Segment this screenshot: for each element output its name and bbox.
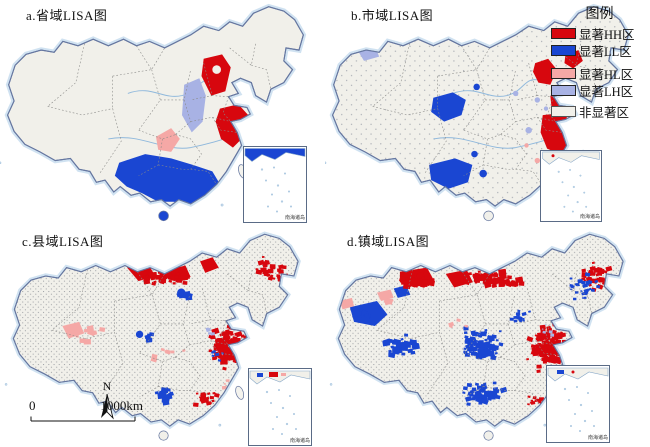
panel-a: a.省域LISA图 南海诸岛 bbox=[0, 0, 325, 228]
legend-item-hh: 显著HH区 bbox=[551, 25, 648, 42]
inset-map-d bbox=[547, 367, 609, 432]
legend-swatch-ll-icon bbox=[551, 45, 576, 56]
legend-title: 图例 bbox=[585, 7, 614, 22]
scale-bar: 0 1000km bbox=[27, 399, 145, 429]
panel-b-map bbox=[325, 0, 650, 222]
legend-label-ns: 非显著区 bbox=[579, 106, 630, 120]
panel-b: b.市域LISA图 南海诸岛 bbox=[325, 0, 650, 228]
panel-c: c.县域LISA图 南海诸岛 bbox=[0, 228, 325, 447]
legend: 图例 显著HH区 显著LL区 显著HL区 显著LH区 非显著区 bbox=[551, 3, 648, 120]
legend-swatch-hh-icon bbox=[551, 28, 576, 39]
legend-item-ll: 显著LL区 bbox=[551, 42, 648, 59]
scale-label: 1000km bbox=[100, 398, 143, 413]
inset-label: 南海诸岛 bbox=[284, 216, 305, 221]
legend-item-hl: 显著HL区 bbox=[551, 65, 648, 82]
legend-item-ns: 非显著区 bbox=[551, 103, 648, 120]
panel-a-title: a.省域LISA图 bbox=[26, 8, 108, 23]
panel-b-title: b.市域LISA图 bbox=[351, 8, 434, 23]
north-label: N bbox=[102, 379, 112, 393]
north-arrow: N bbox=[94, 380, 120, 425]
north-arrow-icon bbox=[101, 393, 114, 420]
inset-map-b bbox=[542, 151, 600, 213]
panel-d: d.镇域LISA图 南海诸岛 bbox=[325, 228, 650, 447]
inset-label: 南海诸岛 bbox=[587, 436, 608, 441]
scale-bar-icon bbox=[30, 416, 136, 422]
south-china-sea-inset-c: 南海诸岛 bbox=[248, 368, 312, 446]
hainan-island bbox=[158, 430, 169, 441]
legend-label-hl: 显著HL区 bbox=[579, 68, 634, 82]
legend-label-hh: 显著HH区 bbox=[579, 28, 635, 42]
scale-zero: 0 bbox=[29, 398, 36, 413]
panel-c-map bbox=[4, 228, 325, 441]
panel-c-title: c.县域LISA图 bbox=[22, 234, 104, 249]
legend-swatch-lh-icon bbox=[551, 85, 576, 96]
south-china-sea-inset-b: 南海诸岛 bbox=[540, 150, 602, 222]
panel-a-map bbox=[0, 0, 325, 222]
inset-label: 南海诸岛 bbox=[579, 215, 600, 220]
inset-map-c bbox=[249, 370, 311, 435]
taiwan-island bbox=[235, 385, 245, 400]
south-china-sea-inset-d: 南海诸岛 bbox=[546, 365, 610, 443]
legend-label-lh: 显著LH区 bbox=[579, 85, 634, 99]
hainan-island bbox=[158, 210, 169, 222]
legend-label-ll: 显著LL区 bbox=[579, 45, 632, 59]
legend-item-lh: 显著LH区 bbox=[551, 82, 648, 99]
hainan-island bbox=[483, 210, 494, 222]
legend-swatch-hl-icon bbox=[551, 68, 576, 79]
panel-d-title: d.镇域LISA图 bbox=[347, 234, 430, 249]
legend-swatch-ns-icon bbox=[551, 106, 576, 117]
inset-label: 南海诸岛 bbox=[289, 439, 310, 444]
hainan-island bbox=[483, 430, 494, 441]
south-china-sea-inset-a: 南海诸岛 bbox=[243, 146, 307, 223]
inset-map-a bbox=[244, 148, 306, 213]
